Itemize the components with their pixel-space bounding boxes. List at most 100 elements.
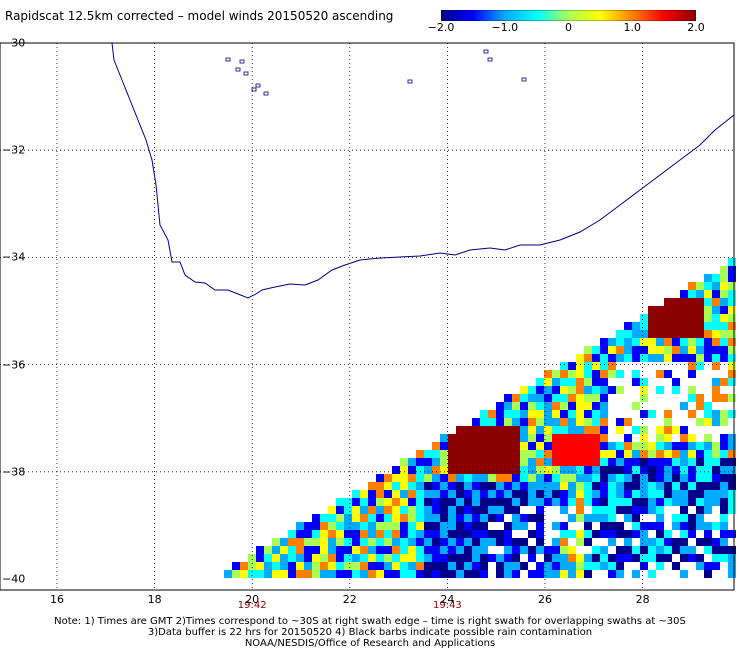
wind-difference-cell <box>544 546 552 554</box>
wind-difference-cell <box>440 506 448 514</box>
wind-difference-cell <box>560 410 568 418</box>
wind-difference-cell <box>352 490 360 498</box>
wind-difference-cell <box>328 546 336 554</box>
wind-difference-cell <box>296 538 304 546</box>
wind-difference-cell <box>536 458 544 466</box>
wind-difference-cell <box>408 562 416 570</box>
wind-difference-cell <box>312 514 320 522</box>
wind-difference-cell <box>672 450 680 458</box>
wind-difference-cell <box>640 554 648 562</box>
wind-difference-cell <box>544 386 552 394</box>
wind-difference-cell <box>504 554 512 562</box>
wind-difference-cell <box>624 506 632 514</box>
wind-difference-cell <box>384 546 392 554</box>
wind-difference-cell <box>648 458 656 466</box>
wind-difference-cell <box>496 466 504 474</box>
wind-difference-cell <box>576 458 584 466</box>
wind-difference-cell <box>384 474 392 482</box>
wind-difference-cell <box>592 362 600 370</box>
wind-difference-cell <box>512 562 520 570</box>
wind-difference-cell <box>664 442 672 450</box>
wind-difference-cell <box>560 554 568 562</box>
wind-difference-cell <box>728 554 736 562</box>
wind-difference-cell <box>552 482 560 490</box>
wind-difference-cell <box>688 298 696 306</box>
wind-difference-cell <box>616 442 624 450</box>
wind-difference-cell <box>648 482 656 490</box>
wind-difference-cell <box>432 458 440 466</box>
wind-difference-cell <box>536 546 544 554</box>
wind-difference-cell <box>488 410 496 418</box>
wind-difference-cell <box>616 354 624 362</box>
wind-difference-cell <box>432 522 440 530</box>
wind-difference-cell <box>488 490 496 498</box>
wind-difference-cell <box>400 466 408 474</box>
wind-difference-cell <box>688 314 696 322</box>
wind-difference-cell <box>464 530 472 538</box>
wind-difference-cell <box>584 490 592 498</box>
island <box>407 79 413 84</box>
wind-difference-cell <box>688 282 696 290</box>
wind-difference-cell <box>560 458 568 466</box>
wind-difference-cell <box>440 498 448 506</box>
wind-difference-cell <box>720 298 728 306</box>
wind-difference-cell <box>608 490 616 498</box>
wind-difference-cell <box>400 514 408 522</box>
wind-difference-cell <box>312 546 320 554</box>
wind-difference-cell <box>320 530 328 538</box>
wind-difference-cell <box>408 530 416 538</box>
wind-difference-cell <box>640 522 648 530</box>
wind-difference-cell <box>400 538 408 546</box>
wind-difference-cell <box>720 290 728 298</box>
wind-difference-cell <box>648 338 656 346</box>
wind-difference-cell <box>560 546 568 554</box>
wind-difference-cell <box>616 530 624 538</box>
wind-difference-cell <box>520 434 528 442</box>
wind-difference-cell <box>648 498 656 506</box>
wind-difference-cell <box>688 330 696 338</box>
wind-difference-cell <box>672 298 680 306</box>
wind-difference-cell <box>680 554 688 562</box>
wind-difference-cell <box>608 466 616 474</box>
wind-difference-cell <box>424 514 432 522</box>
wind-difference-cell <box>376 522 384 530</box>
swath-time-label: 19:42 <box>237 600 267 611</box>
wind-difference-cell <box>664 314 672 322</box>
wind-difference-cell <box>496 418 504 426</box>
wind-difference-cell <box>496 458 504 466</box>
wind-difference-cell <box>440 490 448 498</box>
wind-difference-cell <box>640 538 648 546</box>
wind-difference-cell <box>520 522 528 530</box>
wind-difference-cell <box>592 474 600 482</box>
wind-difference-cell <box>616 546 624 554</box>
wind-difference-cell <box>728 450 736 458</box>
wind-difference-cell <box>360 514 368 522</box>
wind-difference-cell <box>624 322 632 330</box>
swath-time-label: 19:43 <box>432 600 462 611</box>
longitude-label: 20 <box>245 593 260 606</box>
wind-difference-cell <box>632 354 640 362</box>
wind-difference-cell <box>712 522 720 530</box>
wind-difference-cell <box>400 474 408 482</box>
wind-difference-cell <box>672 314 680 322</box>
wind-difference-cell <box>720 554 728 562</box>
wind-difference-cell <box>488 506 496 514</box>
wind-difference-cell <box>584 394 592 402</box>
wind-difference-cell <box>640 466 648 474</box>
wind-difference-cell <box>328 538 336 546</box>
wind-difference-cell <box>576 490 584 498</box>
wind-difference-cell <box>672 490 680 498</box>
wind-difference-cell <box>680 442 688 450</box>
wind-difference-cell <box>520 458 528 466</box>
wind-difference-cell <box>592 450 600 458</box>
wind-difference-cell <box>328 554 336 562</box>
wind-difference-cell <box>704 306 712 314</box>
wind-difference-cell <box>560 402 568 410</box>
wind-difference-cell <box>632 498 640 506</box>
wind-difference-cell <box>704 346 712 354</box>
wind-difference-cell <box>720 466 728 474</box>
wind-difference-cell <box>648 538 656 546</box>
wind-difference-cell <box>552 386 560 394</box>
wind-difference-cell <box>480 466 488 474</box>
wind-difference-cell <box>560 370 568 378</box>
